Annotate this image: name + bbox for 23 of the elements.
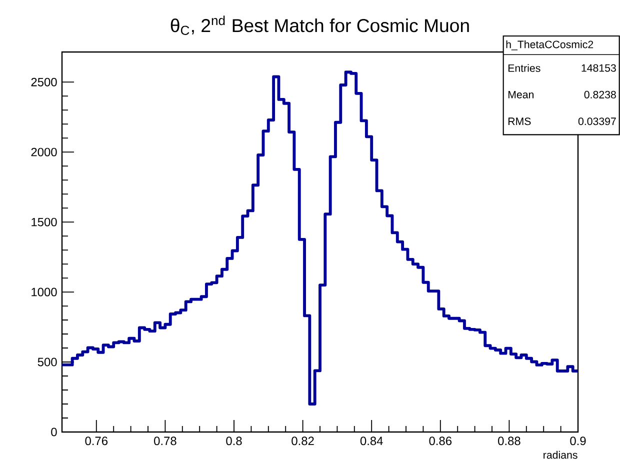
x-tick-label: 0.76 — [85, 436, 108, 446]
x-tick-label: 0.88 — [498, 436, 520, 446]
x-tick-label: 0.8 — [226, 436, 242, 446]
x-tick-label: 0.86 — [429, 436, 452, 446]
x-tick-label: 0.78 — [154, 436, 176, 446]
y-tick-label: 0 — [51, 428, 57, 436]
y-tick-label: 1500 — [32, 218, 57, 226]
y-tick-label: 2000 — [31, 148, 57, 156]
x-tick-label: 0.84 — [360, 436, 383, 446]
y-tick-label: 2500 — [31, 78, 57, 86]
annotation: Entries — [508, 64, 540, 72]
text: h_ThetaCCosmic2 — [506, 40, 594, 50]
x-tick-label: 0.82 — [292, 436, 314, 446]
text: 0.03397 — [578, 118, 616, 126]
annotation: RMS — [508, 118, 531, 126]
annotation: Mean — [508, 90, 534, 98]
x-tick-label: 0.9 — [570, 436, 586, 446]
text: 0.8238 — [584, 90, 616, 98]
y-tick-label: 500 — [38, 358, 57, 366]
text: 148153 — [582, 64, 616, 72]
chart-title: θ$_{C}$, 2$^{nd}$ Best Match for Cosmic Muon — [170, 16, 469, 35]
y-tick-label: 1000 — [32, 288, 57, 296]
x-axis-title: radians — [544, 450, 578, 459]
